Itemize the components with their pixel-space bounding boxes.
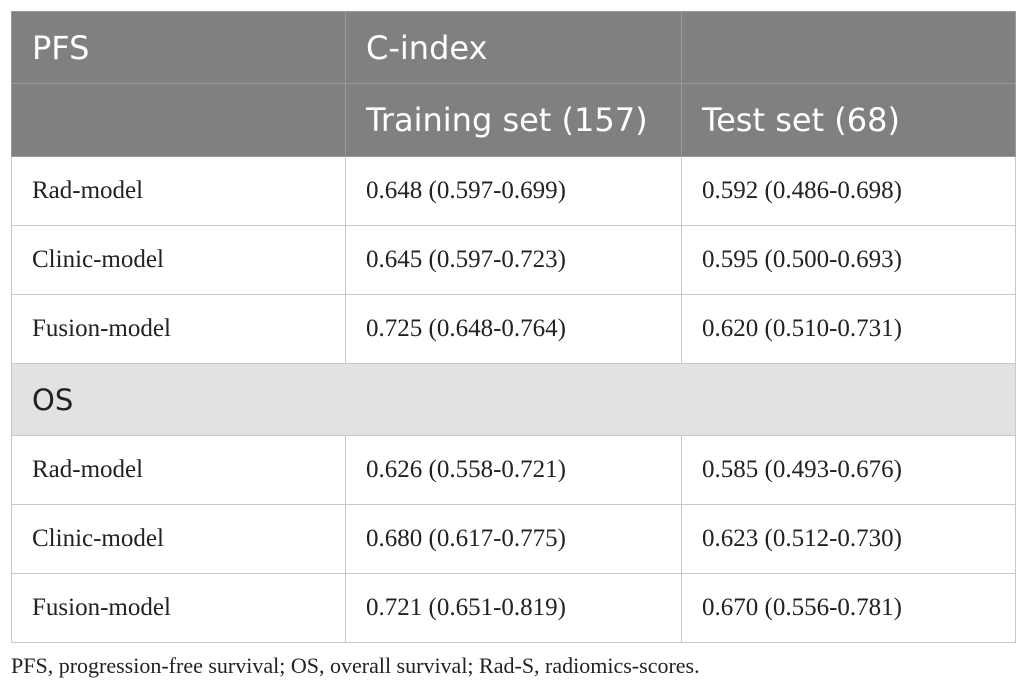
subheader-training-set: Training set (157) (345, 83, 682, 157)
model-name-cell: Fusion-model (11, 573, 346, 643)
training-value-cell: 0.648 (0.597-0.699) (345, 156, 682, 226)
os-section-label: OS (11, 363, 1016, 436)
training-value-cell: 0.680 (0.617-0.775) (345, 504, 682, 574)
test-value-cell: 0.623 (0.512-0.730) (681, 504, 1016, 574)
model-name-cell: Fusion-model (11, 294, 346, 364)
model-name-cell: Rad-model (11, 156, 346, 226)
model-name-cell: Rad-model (11, 435, 346, 505)
header-empty (681, 11, 1016, 84)
table-row: Clinic-model 0.680 (0.617-0.775) 0.623 (… (11, 504, 1016, 574)
model-name-cell: Clinic-model (11, 504, 346, 574)
table-footnote: PFS, progression-free survival; OS, over… (11, 653, 700, 678)
header-pfs: PFS (11, 11, 346, 84)
test-value-cell: 0.585 (0.493-0.676) (681, 435, 1016, 505)
table-row: Clinic-model 0.645 (0.597-0.723) 0.595 (… (11, 225, 1016, 295)
subheader-empty (11, 83, 346, 157)
subheader-test-set: Test set (68) (681, 83, 1016, 157)
training-value-cell: 0.725 (0.648-0.764) (345, 294, 682, 364)
training-value-cell: 0.721 (0.651-0.819) (345, 573, 682, 643)
header-row: PFS C-index (11, 11, 1016, 84)
table-row: Fusion-model 0.721 (0.651-0.819) 0.670 (… (11, 573, 1016, 643)
c-index-table: PFS C-index Training set (157) Test set … (11, 11, 1016, 643)
table-row: Rad-model 0.626 (0.558-0.721) 0.585 (0.4… (11, 435, 1016, 505)
training-value-cell: 0.626 (0.558-0.721) (345, 435, 682, 505)
training-value-cell: 0.645 (0.597-0.723) (345, 225, 682, 295)
table-row: Rad-model 0.648 (0.597-0.699) 0.592 (0.4… (11, 156, 1016, 226)
test-value-cell: 0.670 (0.556-0.781) (681, 573, 1016, 643)
subheader-row: Training set (157) Test set (68) (11, 83, 1016, 157)
os-section-row: OS (11, 363, 1016, 436)
table-row: Fusion-model 0.725 (0.648-0.764) 0.620 (… (11, 294, 1016, 364)
test-value-cell: 0.592 (0.486-0.698) (681, 156, 1016, 226)
model-name-cell: Clinic-model (11, 225, 346, 295)
header-c-index: C-index (345, 11, 682, 84)
test-value-cell: 0.595 (0.500-0.693) (681, 225, 1016, 295)
test-value-cell: 0.620 (0.510-0.731) (681, 294, 1016, 364)
